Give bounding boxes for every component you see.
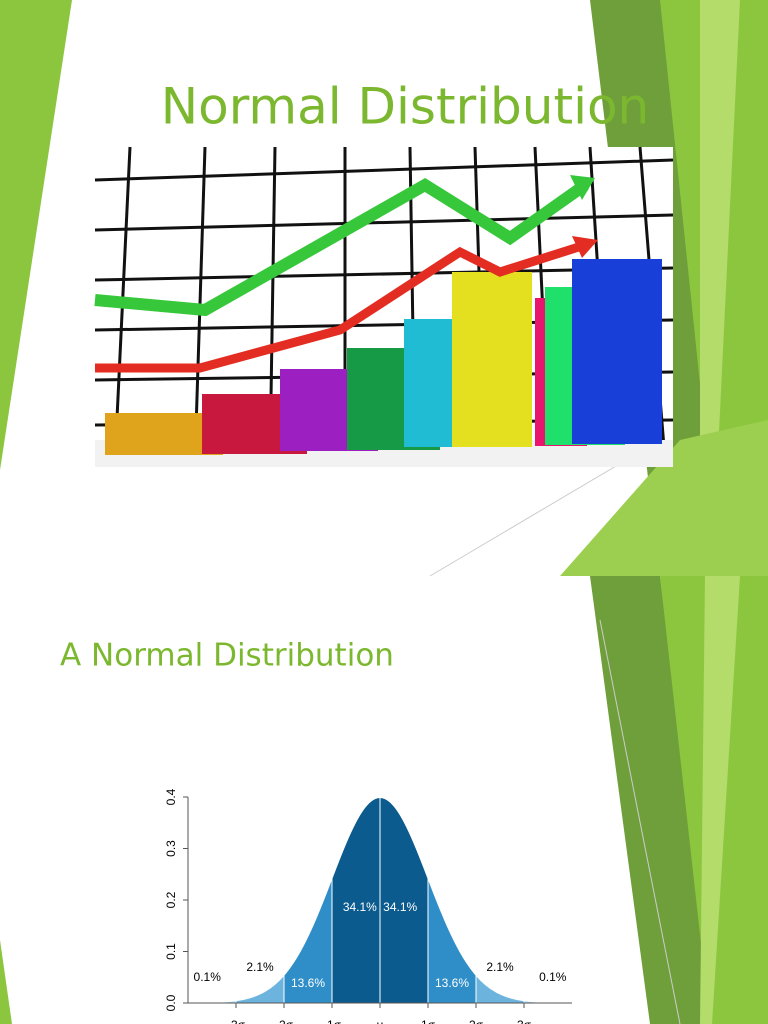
x-tick-label: -2σ [275,1018,294,1024]
y-tick-label: 0.1 [164,943,178,960]
value-label: 34.1% [383,900,417,914]
slide-title: Normal Distribution [161,78,650,136]
deco [700,576,740,1024]
value-label: 0.1% [539,970,567,984]
deco [560,420,768,576]
value-label: 34.1% [343,900,377,914]
y-tick-label: 0.0 [164,994,178,1011]
deco [0,940,12,1024]
region [331,797,381,1004]
value-label: 2.1% [486,960,514,974]
deco [0,0,72,470]
x-tick-label: -1σ [323,1018,342,1024]
x-tick-label: -3σ [227,1018,246,1024]
deco-line [599,619,681,1024]
y-tick-label: 0.2 [164,891,178,908]
deco [590,576,715,1024]
region [235,973,285,1004]
x-tick-label: 3σ [517,1018,532,1024]
y-tick-label: 0.3 [164,840,178,857]
y-tick-label: 0.4 [164,788,178,805]
slide-title: A Normal Distribution [60,638,394,674]
x-tick-label: μ [377,1018,384,1024]
region [379,797,429,1004]
value-label: 2.1% [246,960,274,974]
chart: 0.1% 2.1% 13.6% 34.1% 34.1% 13.6% 2.1% 0.1% 0.0 0… [164,788,573,1024]
region [283,878,333,1004]
illustration [94,146,674,467]
value-label: 0.1% [194,970,222,984]
region [427,878,477,1004]
value-label: 13.6% [291,976,325,990]
region [475,973,525,1004]
value-label: 13.6% [435,976,469,990]
x-tick-label: 1σ [421,1018,436,1024]
deco [700,0,740,576]
x-tick-label: 2σ [469,1018,484,1024]
